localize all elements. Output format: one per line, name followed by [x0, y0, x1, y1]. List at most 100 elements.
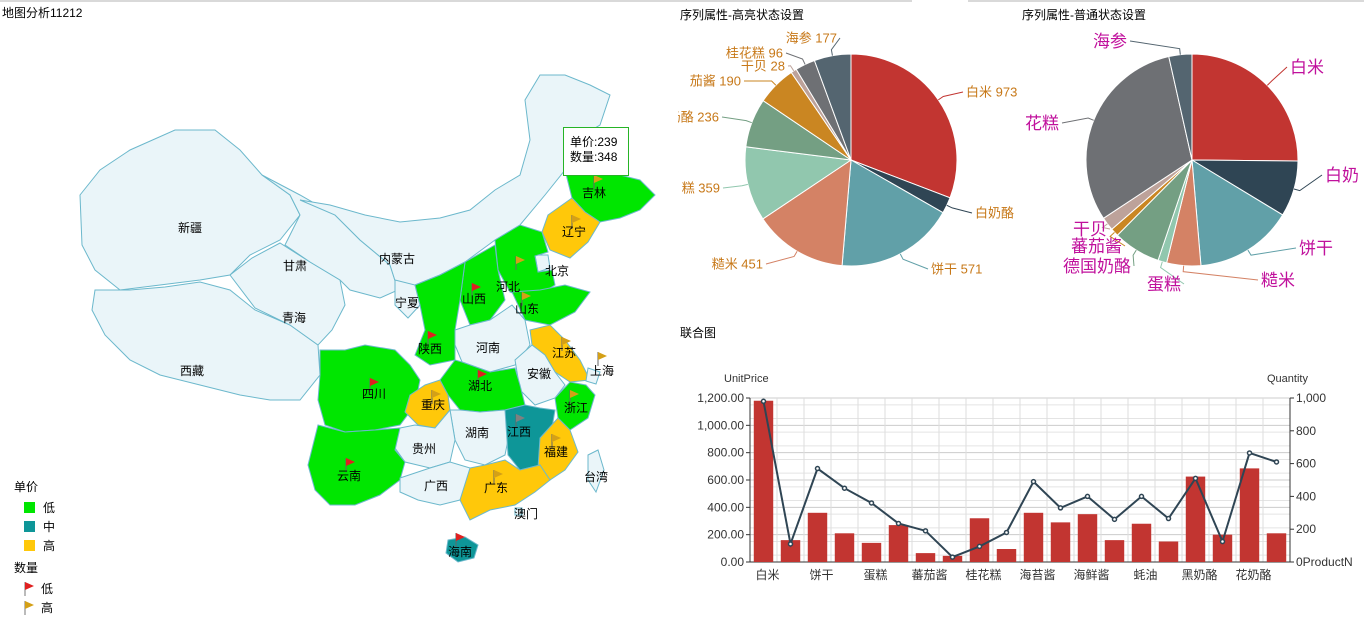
province-山东[interactable] [511, 284, 591, 326]
pie-slice[interactable] [841, 159, 944, 267]
qty-flag-icon[interactable] [561, 337, 571, 351]
province-宁夏[interactable] [394, 279, 421, 319]
province-河南[interactable] [454, 304, 531, 373]
bar[interactable] [753, 400, 774, 562]
line-point[interactable] [976, 543, 983, 550]
legend-price-low[interactable]: 低 [24, 498, 55, 517]
province-广东[interactable] [459, 459, 551, 521]
bar[interactable] [1050, 522, 1071, 562]
line-point[interactable] [760, 398, 767, 405]
bar[interactable] [1266, 533, 1287, 562]
bar[interactable] [1212, 534, 1233, 562]
combo-title: 联合图 [680, 326, 717, 340]
line-point[interactable] [814, 465, 821, 472]
line-point[interactable] [1030, 478, 1037, 485]
legend-price-mid[interactable]: 中 [24, 517, 55, 536]
qty-flag-icon[interactable] [493, 470, 503, 484]
province-新疆[interactable] [79, 129, 301, 291]
province-辽宁[interactable] [541, 197, 601, 259]
legend-qty-high[interactable]: 高 [24, 598, 55, 617]
x-tick-label: 饼干 [809, 568, 833, 582]
qty-flag-icon[interactable] [477, 370, 487, 384]
qty-flag-icon[interactable] [471, 283, 481, 297]
province-贵州[interactable] [389, 408, 456, 469]
line-point[interactable] [1246, 450, 1253, 456]
pie-label-line [830, 37, 841, 56]
province-台湾[interactable] [587, 449, 605, 494]
pie-label: 蛋糕 [1147, 275, 1181, 294]
bar[interactable] [1158, 541, 1179, 563]
bar[interactable] [861, 542, 882, 562]
line-point[interactable] [1084, 493, 1091, 500]
line-point[interactable] [1165, 515, 1172, 522]
bar[interactable] [1104, 540, 1125, 562]
bar[interactable] [1077, 514, 1098, 562]
bar[interactable] [1023, 512, 1044, 562]
province-河北[interactable] [494, 224, 556, 301]
line-point[interactable] [1003, 529, 1010, 536]
line-point[interactable] [949, 554, 956, 560]
bar[interactable] [915, 553, 936, 562]
qty-flag-icon[interactable] [427, 331, 437, 345]
pie-label-line [899, 253, 929, 270]
top-divider-right [968, 0, 1364, 2]
qty-flag-icon[interactable] [515, 256, 525, 270]
province-青海[interactable] [229, 242, 346, 346]
right-tick-label: 1,000 [1296, 391, 1326, 405]
qty-flag-icon[interactable] [551, 434, 561, 448]
bar[interactable] [1239, 468, 1260, 562]
province-西藏[interactable] [91, 281, 321, 401]
pie-label: 桂花糕 96 [726, 46, 783, 61]
line-point[interactable] [841, 485, 848, 491]
line-point[interactable] [787, 541, 794, 547]
province-label: 辽宁 [562, 224, 586, 239]
qty-flag-icon[interactable] [593, 175, 603, 189]
pie-label: 海参 177 [786, 31, 837, 46]
bar[interactable] [1185, 476, 1206, 562]
qty-flag-icon[interactable] [521, 292, 531, 306]
line-point[interactable] [922, 528, 929, 534]
province-安徽[interactable] [514, 344, 566, 406]
line-point[interactable] [1192, 475, 1199, 482]
pie-slice[interactable] [1191, 159, 1284, 267]
bar[interactable] [888, 525, 909, 562]
pie-slice[interactable] [1191, 53, 1299, 162]
pie-label-line [1132, 249, 1137, 267]
qty-flag-icon[interactable] [369, 378, 379, 392]
qty-flag-icon[interactable] [345, 458, 355, 472]
bar[interactable] [1131, 523, 1152, 562]
bar[interactable] [834, 533, 855, 562]
line-point[interactable] [1111, 516, 1118, 523]
bar[interactable] [969, 518, 990, 562]
bar[interactable] [996, 549, 1017, 562]
pie-label-line [743, 80, 777, 86]
bar[interactable] [807, 512, 828, 562]
qty-flag-icon[interactable] [515, 414, 525, 428]
qty-flag-icon[interactable] [431, 390, 441, 404]
quantity-line[interactable] [762, 401, 1277, 559]
qty-flag-icon[interactable] [455, 533, 465, 547]
line-point[interactable] [1138, 493, 1145, 500]
line-point[interactable] [868, 500, 875, 506]
province-上海[interactable] [585, 367, 601, 385]
bar[interactable] [780, 540, 801, 562]
combo-chart[interactable]: UnitPrice Quantity 0.00 200.00 400.00 600.00 8… [678, 364, 1364, 604]
province-山西[interactable] [459, 244, 506, 326]
line-point[interactable] [1273, 459, 1280, 465]
pie-slice[interactable] [813, 53, 852, 161]
line-point[interactable] [1057, 505, 1064, 511]
province-澳门[interactable] [514, 507, 523, 516]
qty-flag-icon[interactable] [569, 390, 579, 404]
qty-flag-icon[interactable] [597, 352, 607, 366]
line-point[interactable] [1219, 538, 1226, 545]
pie-label-line [1247, 247, 1297, 256]
line-point[interactable] [895, 520, 902, 527]
province-云南[interactable] [307, 424, 406, 506]
legend-price-high[interactable]: 高 [24, 536, 55, 555]
qty-flag-icon[interactable] [571, 215, 581, 229]
pie-slice[interactable] [744, 146, 853, 220]
legend-qty-low[interactable]: 低 [24, 579, 55, 598]
